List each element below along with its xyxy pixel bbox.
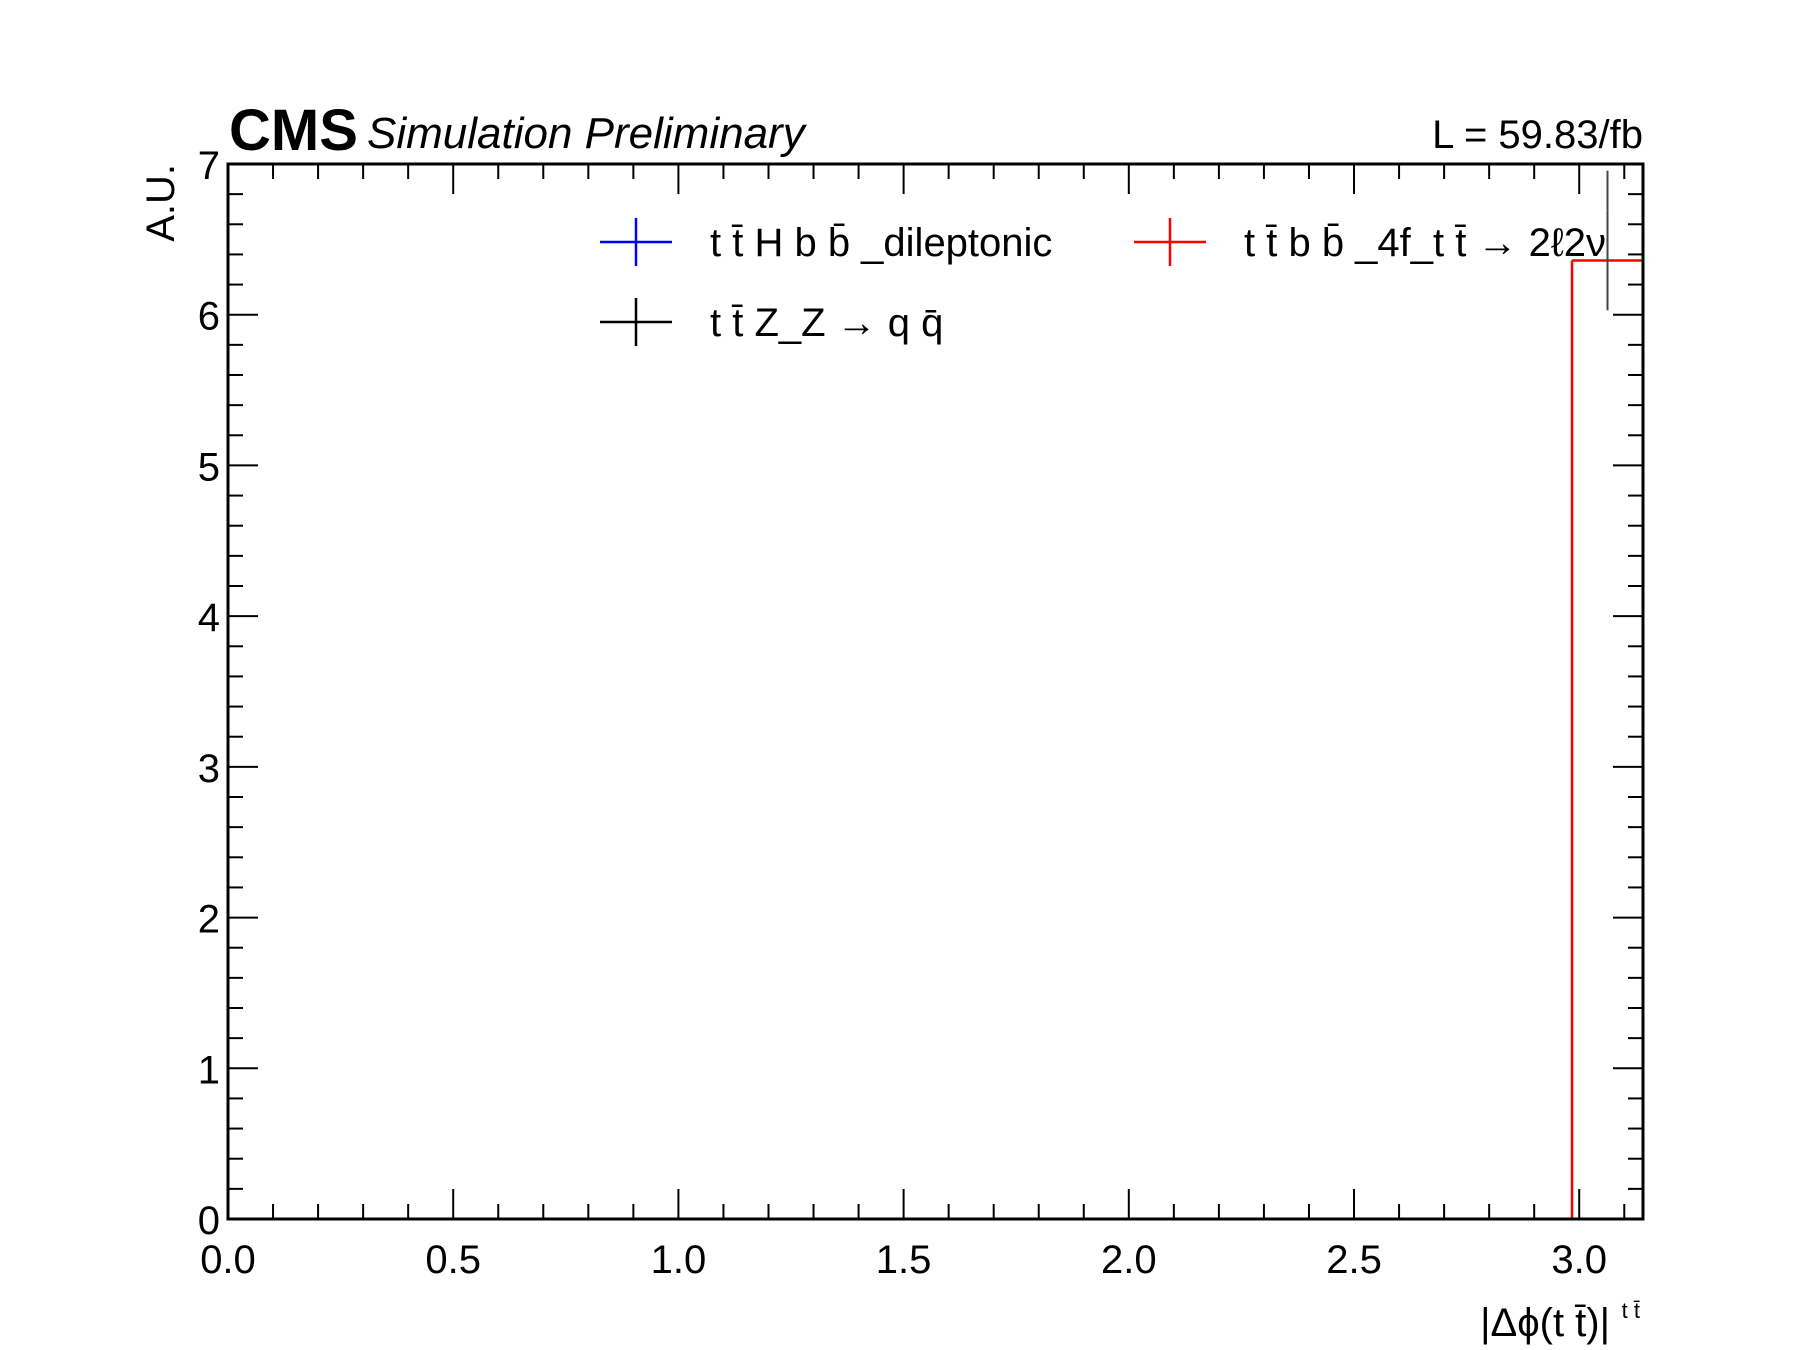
y-tick-label: 4 — [198, 596, 220, 640]
x-tick-label: 3.0 — [1551, 1238, 1607, 1282]
x-axis-label-superscript: t t̄ — [1622, 1298, 1640, 1323]
data-marks — [1570, 170, 1643, 1219]
x-tick-label: 0.0 — [200, 1238, 256, 1282]
plot-frame — [226, 162, 1645, 1221]
x-axis-label: |Δϕ(t t̄)| — [1480, 1301, 1610, 1345]
x-tick-label: 1.0 — [651, 1238, 707, 1282]
legend: t t̄ H b b̄ _dileptonic t t̄ b b̄ _4f_t … — [600, 218, 1606, 346]
x-tick-labels: 0.0 0.5 1.0 1.5 2.0 2.5 3.0 — [200, 1238, 1607, 1282]
y-tick-label: 7 — [198, 144, 220, 188]
axis-ticks — [227, 163, 1643, 1220]
svg-text:t t̄ b b̄ _4f_t t̄ → 2ℓ2ν: t t̄ b b̄ _4f_t t̄ → 2ℓ2ν — [1244, 221, 1606, 265]
cms-label: CMS — [229, 98, 358, 163]
x-tick-label: 2.5 — [1326, 1238, 1382, 1282]
y-tick-label: 1 — [198, 1048, 220, 1092]
legend-item-tthbb: t t̄ H b b̄ _dileptonic — [600, 218, 1052, 266]
lumi-label: L = 59.83/fb — [1432, 113, 1643, 157]
x-tick-label: 2.0 — [1101, 1238, 1157, 1282]
svg-text:t t̄ H b b̄ _dileptonic: t t̄ H b b̄ _dileptonic — [710, 221, 1052, 265]
x-tick-label: 1.5 — [876, 1238, 932, 1282]
simulation-label: Simulation Preliminary — [367, 109, 808, 158]
y-tick-labels: 0 1 2 3 4 5 6 7 — [198, 144, 220, 1243]
x-tick-label: 0.5 — [425, 1238, 481, 1282]
y-tick-label: 0 — [198, 1199, 220, 1243]
y-tick-label: 6 — [198, 295, 220, 339]
svg-text:t t̄ Z_Z → q q̄: t t̄ Z_Z → q q̄ — [710, 301, 943, 345]
y-tick-label: 5 — [198, 445, 220, 489]
legend-item-ttbb-4f: t t̄ b b̄ _4f_t t̄ → 2ℓ2ν — [1134, 218, 1606, 266]
y-tick-label: 2 — [198, 898, 220, 942]
y-axis-label: A.U. — [139, 164, 183, 242]
legend-item-ttz-zqq: t t̄ Z_Z → q q̄ — [600, 298, 943, 346]
y-tick-label: 3 — [198, 747, 220, 791]
